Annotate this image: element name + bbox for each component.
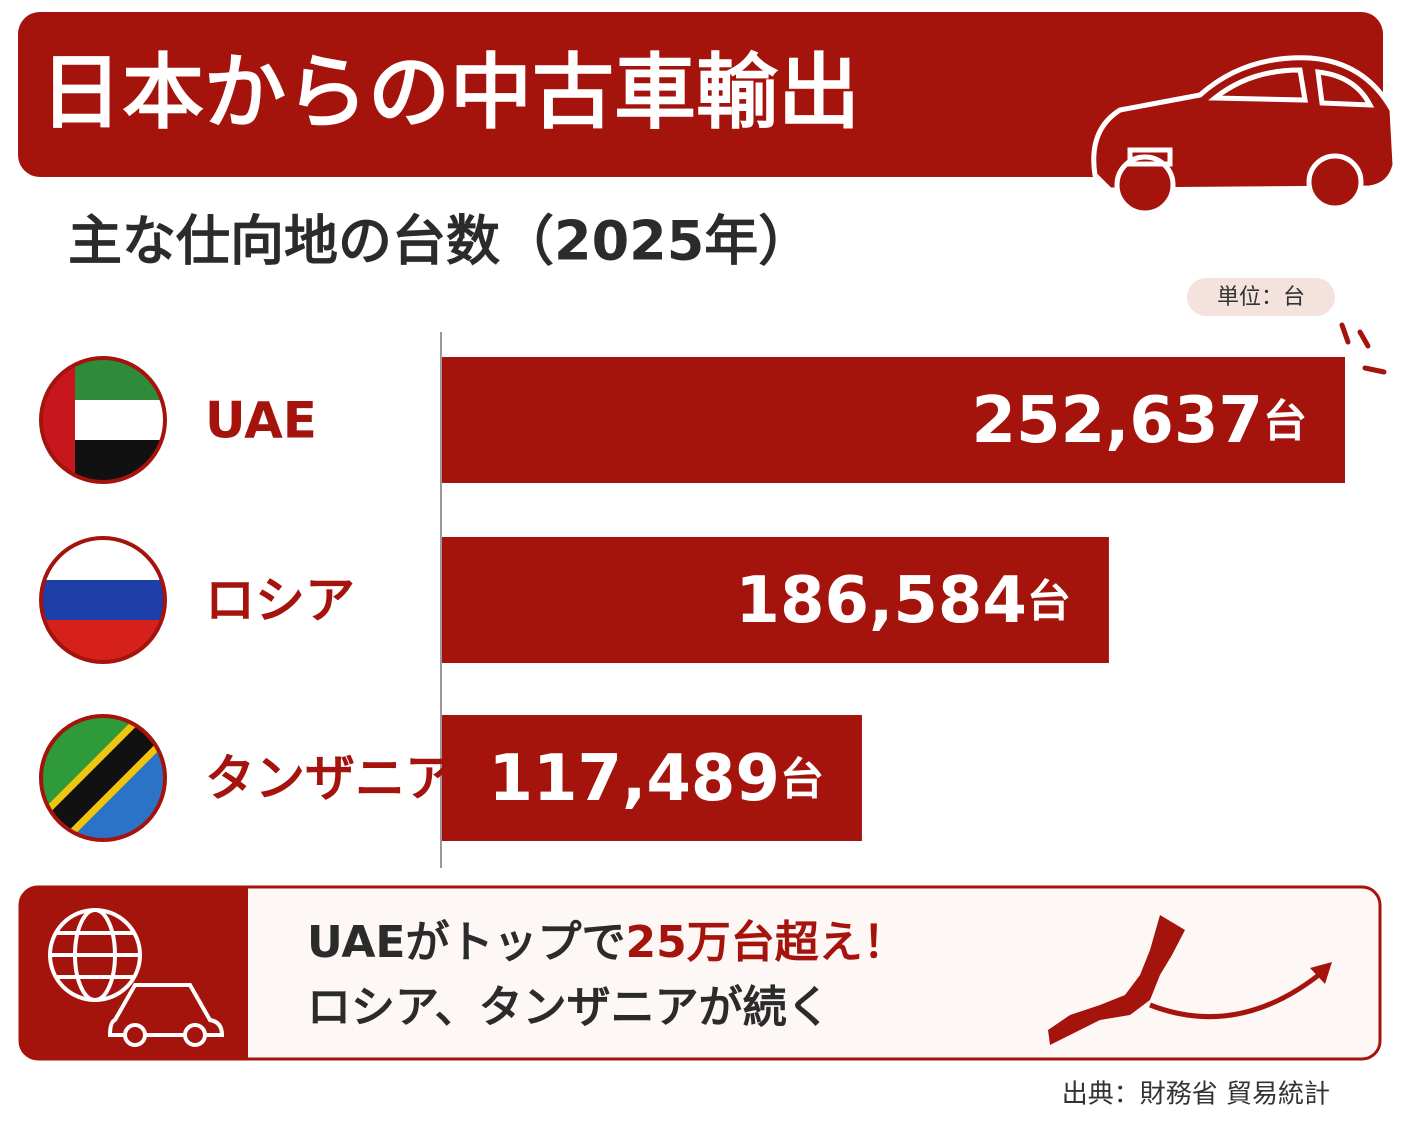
note-text: UAEがトップで — [307, 917, 625, 968]
category-label: タンザニア — [205, 750, 455, 808]
bar — [442, 357, 1345, 483]
unit-label: 単位：台 — [1217, 285, 1305, 310]
globe-car-icon — [48, 908, 225, 1047]
note-line2: ロシア、タンザニアが続く — [307, 982, 831, 1033]
chart-title: 日本からの中古車輸出 — [40, 45, 860, 140]
note-line1: UAEがトップで25万台超え！ — [307, 917, 907, 968]
bar — [442, 715, 862, 841]
note-highlight: 25万台超え！ — [625, 917, 906, 968]
value-label: 186,584台 — [735, 564, 1071, 638]
sparkle — [1339, 322, 1387, 375]
value-label: 252,637台 — [972, 384, 1308, 458]
bar — [442, 537, 1109, 663]
category-label: UAE — [205, 392, 317, 450]
unit-pill — [1187, 278, 1335, 316]
car-icon — [1091, 55, 1398, 216]
header-band — [18, 12, 1383, 177]
subtitle: 主な仕向地の台数（2025年） — [68, 210, 812, 273]
flag-tanzania — [41, 716, 165, 840]
japan-map-icon — [1048, 915, 1332, 1045]
value-label: 117,489台 — [488, 742, 823, 816]
source: 出典：財務省 貿易統計 — [1062, 1080, 1330, 1110]
category-label: ロシア — [205, 572, 355, 630]
